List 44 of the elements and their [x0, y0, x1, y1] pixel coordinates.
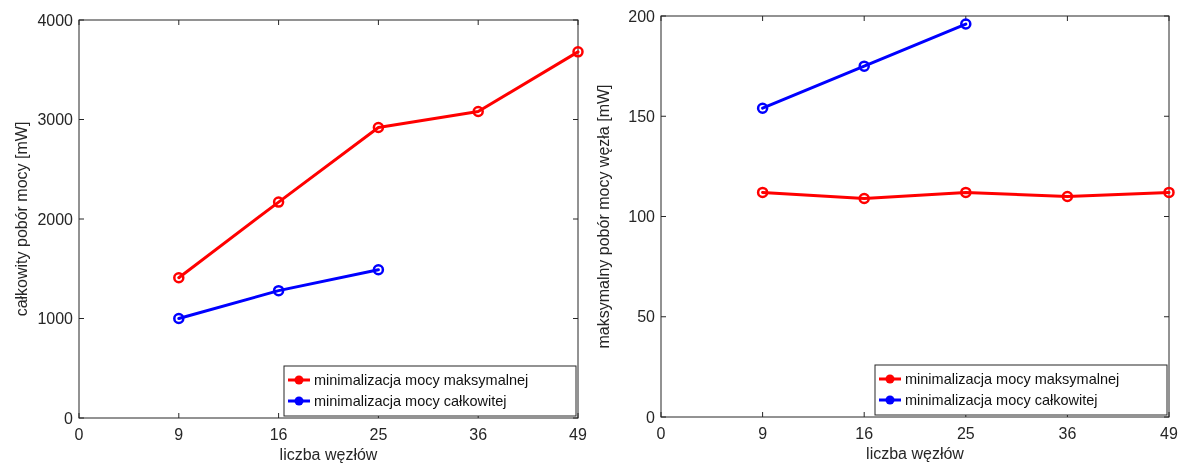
x-tick-label: 36 — [1058, 425, 1077, 442]
legend-label: minimalizacja mocy całkowitej — [314, 393, 507, 410]
x-axis-title: liczba węzłów — [866, 445, 965, 462]
y-tick-label: 0 — [646, 408, 656, 426]
x-tick-label: 36 — [469, 426, 488, 443]
point — [960, 186, 972, 199]
y-tick-label: 200 — [628, 7, 656, 25]
x-tick-label: 49 — [569, 426, 587, 443]
point — [858, 192, 870, 205]
legend-label: minimalizacja mocy maksymalnej — [905, 371, 1120, 388]
point — [858, 60, 870, 72]
point — [1163, 186, 1175, 199]
x-tick-label: 49 — [1160, 425, 1178, 442]
point — [272, 284, 285, 297]
x-tick-label: 9 — [758, 425, 768, 442]
x-tick-label: 25 — [956, 425, 975, 442]
point — [572, 46, 584, 58]
y-tick-label: 150 — [628, 107, 656, 125]
y-tick-label: 1000 — [37, 310, 74, 328]
y-tick-label: 0 — [64, 409, 74, 427]
legend-label: minimalizacja mocy całkowitej — [905, 392, 1098, 409]
point — [173, 271, 185, 284]
point — [372, 121, 385, 134]
x-tick-label: 9 — [174, 426, 184, 443]
point — [472, 105, 484, 118]
point — [272, 196, 285, 208]
y-tick-label: 4000 — [37, 11, 74, 29]
y-axis-title: maksymalny pobór mocy węzła [mW] — [595, 84, 612, 349]
y-tick-label: 100 — [628, 208, 656, 226]
y-tick-label: 2000 — [37, 210, 74, 228]
point — [372, 264, 385, 276]
x-tick-label: 25 — [369, 426, 388, 443]
legend-label: minimalizacja mocy maksymalnej — [314, 372, 529, 389]
y-axis-title: całkowity pobór mocy [mW] — [13, 121, 30, 317]
point — [756, 186, 769, 199]
point — [1061, 190, 1074, 203]
x-tick-label: 16 — [269, 426, 288, 443]
point — [756, 102, 769, 114]
x-tick-label: 16 — [855, 425, 874, 442]
y-tick-label: 3000 — [37, 111, 74, 129]
point — [960, 18, 972, 30]
x-axis-title: liczba węzłów — [279, 446, 378, 463]
y-tick-label: 50 — [637, 308, 656, 326]
point — [173, 312, 185, 325]
